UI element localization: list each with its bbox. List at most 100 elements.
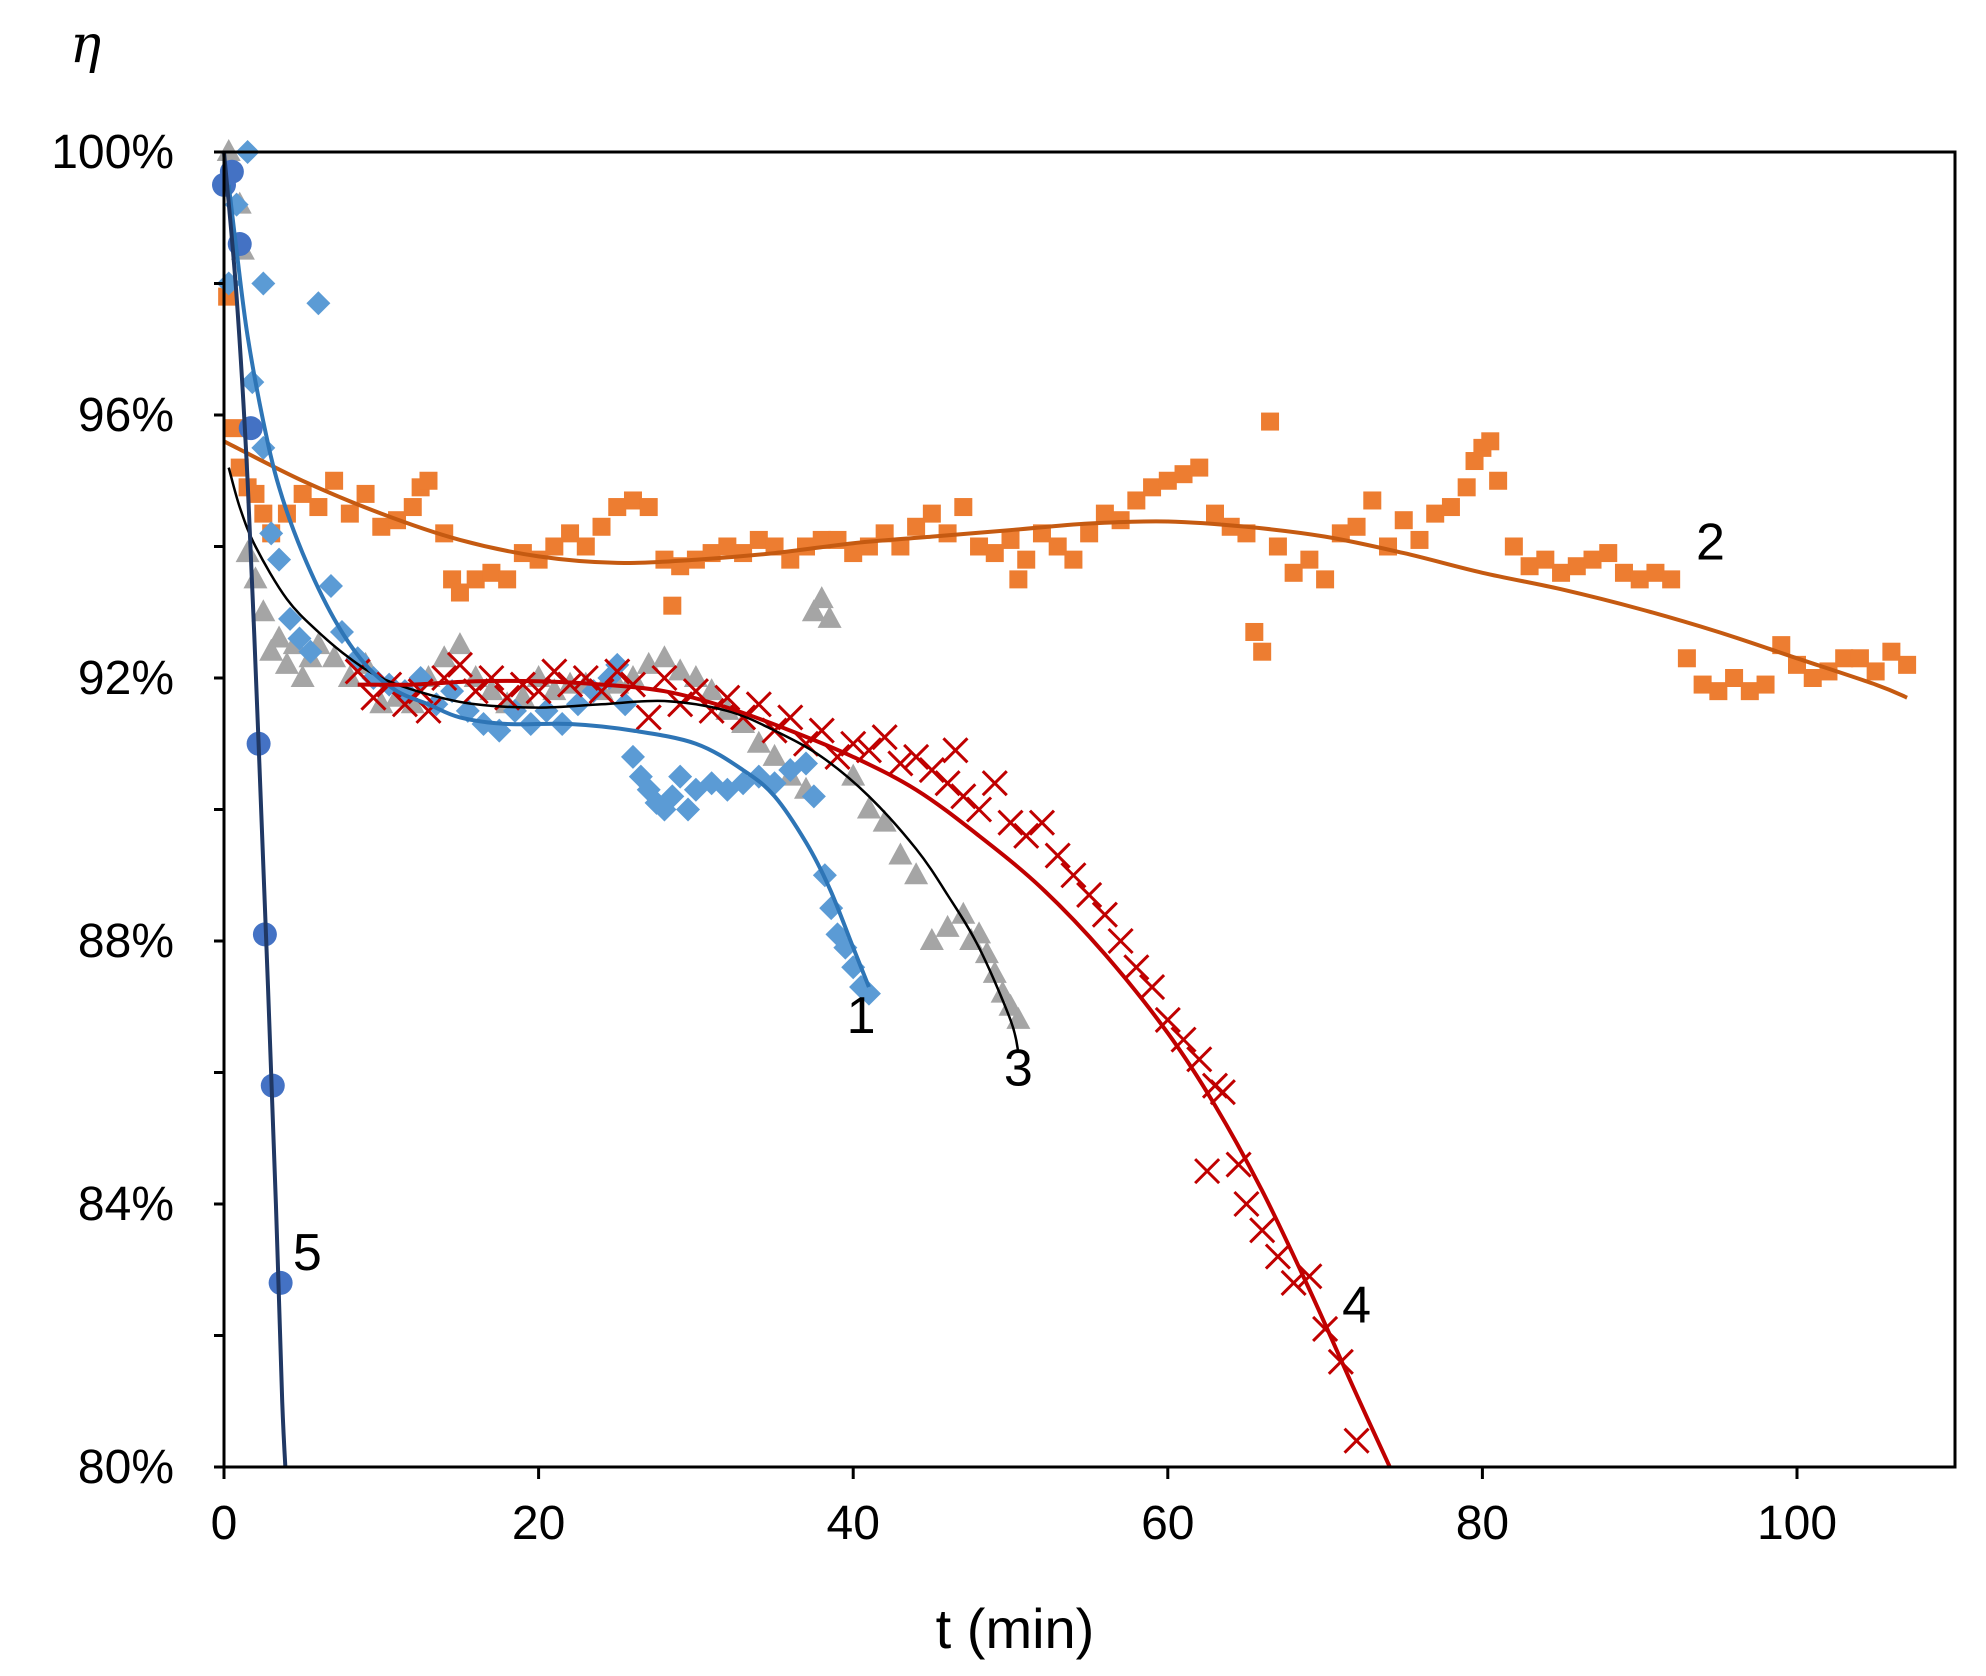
- marker-series-5: [238, 416, 263, 441]
- marker-series-2: [325, 471, 344, 490]
- marker-series-3: [982, 960, 1007, 983]
- marker-series-2: [1646, 563, 1665, 582]
- marker-series-2: [1048, 537, 1067, 556]
- marker-series-4: [855, 737, 882, 764]
- marker-series-3: [652, 645, 677, 668]
- marker-series-2: [875, 524, 894, 543]
- marker-series-1: [306, 291, 331, 316]
- marker-series-2: [1394, 511, 1413, 530]
- marker-series-2: [1190, 458, 1209, 477]
- series-label-4: 4: [1342, 1276, 1371, 1334]
- marker-series-4: [541, 658, 568, 685]
- marker-series-3: [841, 763, 866, 786]
- marker-series-4: [1170, 1026, 1197, 1053]
- marker-series-3: [337, 665, 362, 687]
- marker-series-4: [824, 743, 851, 770]
- marker-series-4: [556, 671, 584, 698]
- marker-series-4: [1139, 973, 1166, 1001]
- marker-cross-stroke: [965, 796, 993, 823]
- marker-series-2: [466, 570, 485, 589]
- fit-curve-series-5: [222, 151, 288, 1467]
- marker-series-1: [565, 692, 590, 717]
- marker-series-4: [1044, 842, 1071, 869]
- marker-series-2: [718, 537, 737, 556]
- marker-series-3: [856, 796, 881, 819]
- marker-series-3: [432, 645, 457, 668]
- marker-cross-stroke: [934, 770, 961, 797]
- y-tick-label: 84%: [78, 1178, 174, 1231]
- marker-cross-stroke: [855, 737, 882, 764]
- marker-cross-stroke: [1044, 842, 1071, 869]
- marker-cross-stroke: [431, 664, 458, 692]
- marker-series-4: [604, 658, 631, 685]
- marker-cross-stroke: [1139, 973, 1166, 1001]
- marker-series-1: [267, 547, 292, 572]
- marker-series-4: [1060, 862, 1087, 889]
- marker-series-2: [639, 498, 658, 517]
- marker-series-1: [613, 692, 638, 717]
- marker-series-2: [1205, 504, 1224, 523]
- marker-series-2: [293, 484, 312, 503]
- marker-series-1: [620, 744, 645, 769]
- marker-cross-stroke: [635, 704, 662, 731]
- marker-series-2: [1174, 465, 1193, 484]
- marker-series-2: [529, 550, 548, 569]
- y-axis-title: η: [70, 15, 101, 75]
- marker-series-2: [1481, 432, 1500, 451]
- marker-cross-stroke: [1107, 927, 1134, 955]
- marker-cross-stroke: [1060, 862, 1087, 889]
- marker-cross-stroke: [997, 809, 1024, 836]
- marker-series-2: [749, 530, 768, 549]
- marker-series-3: [809, 586, 834, 609]
- marker-series-4: [635, 704, 662, 731]
- marker-cross-stroke: [1264, 1243, 1291, 1270]
- marker-series-3: [274, 651, 299, 674]
- marker-series-3: [762, 743, 787, 766]
- marker-series-2: [1158, 471, 1177, 490]
- marker-series-2: [1017, 550, 1036, 569]
- marker-series-2: [340, 504, 359, 523]
- marker-series-2: [1001, 530, 1020, 549]
- marker-series-3: [990, 980, 1015, 1003]
- marker-series-1: [440, 679, 465, 704]
- marker-cross-stroke: [604, 658, 631, 685]
- marker-series-4: [478, 664, 505, 692]
- plot-area-frame: [222, 150, 1957, 1469]
- marker-cross-stroke: [1209, 1079, 1236, 1106]
- marker-series-4: [1107, 927, 1134, 955]
- marker-series-2: [1504, 537, 1523, 556]
- marker-series-2: [1347, 517, 1366, 536]
- marker-series-2: [592, 517, 611, 536]
- marker-series-1: [318, 573, 343, 598]
- marker-series-4: [446, 651, 474, 678]
- marker-series-2: [372, 517, 391, 536]
- marker-series-3: [974, 941, 999, 964]
- marker-series-3: [290, 665, 315, 687]
- marker-cross-stroke: [824, 743, 851, 770]
- fit-curve-series-4: [357, 678, 1392, 1467]
- marker-series-2: [1552, 563, 1571, 582]
- marker-series-2: [224, 419, 243, 438]
- marker-series-2: [922, 504, 941, 523]
- x-tick-label: 100: [1757, 1497, 1837, 1550]
- marker-series-3: [243, 566, 268, 589]
- data-markers: [212, 139, 1917, 1454]
- marker-series-3: [919, 928, 944, 950]
- marker-series-4: [887, 750, 914, 777]
- y-tick-label: 96%: [78, 389, 174, 442]
- series-label-3: 3: [1004, 1040, 1033, 1098]
- marker-cross-stroke: [698, 697, 725, 724]
- marker-series-3: [731, 711, 756, 734]
- marker-series-4: [1264, 1243, 1291, 1270]
- fit-curve-series-3: [227, 467, 1020, 1054]
- marker-series-2: [576, 537, 595, 556]
- marker-cross-stroke: [478, 664, 505, 692]
- marker-series-2: [663, 596, 682, 615]
- marker-series-3: [998, 993, 1023, 1016]
- marker-series-2: [1567, 557, 1586, 576]
- marker-series-4: [745, 691, 772, 718]
- marker-series-2: [1300, 550, 1319, 569]
- marker-cross-stroke: [1343, 1427, 1370, 1454]
- marker-series-2: [561, 524, 580, 543]
- x-tick-label: 20: [512, 1497, 565, 1550]
